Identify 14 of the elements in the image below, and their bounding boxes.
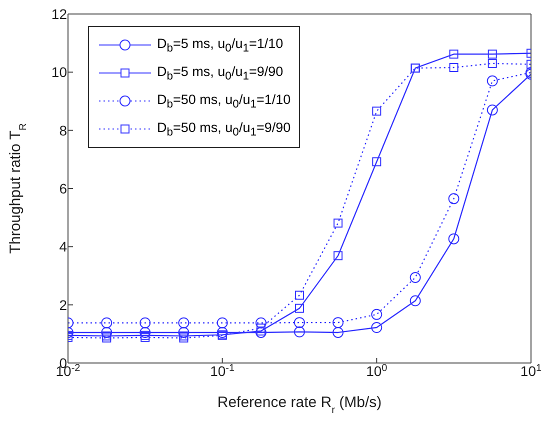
- x-tick-label: 10$^{0}$: [366, 362, 388, 379]
- x-tick-label: 10$^{-1}$: [210, 362, 235, 379]
- y-tick-label: 6: [59, 180, 68, 196]
- legend-label: D$_{b}$=50 ms, u$_{0}$/u$_{1}$=1/10: [157, 92, 291, 110]
- legend-label: D$_{b}$=5 ms, u$_{0}$/u$_{1}$=1/10: [157, 36, 284, 54]
- legend-label: D$_{b}$=50 ms, u$_{0}$/u$_{1}$=9/90: [157, 120, 291, 138]
- y-tick-label: 4: [59, 238, 68, 255]
- legend-label: D$_{b}$=5 ms, u$_{0}$/u$_{1}$=9/90: [157, 64, 284, 82]
- x-tick-label: 10$^{1}$: [520, 362, 542, 379]
- y-tick-label: 8: [59, 122, 68, 138]
- y-tick-label: 2: [59, 296, 68, 313]
- y-tick-label: 12: [51, 6, 68, 22]
- y-tick-label: 10: [51, 64, 68, 80]
- x-axis-title: Reference rate R$_{r}$ (Mb/s): [217, 394, 382, 416]
